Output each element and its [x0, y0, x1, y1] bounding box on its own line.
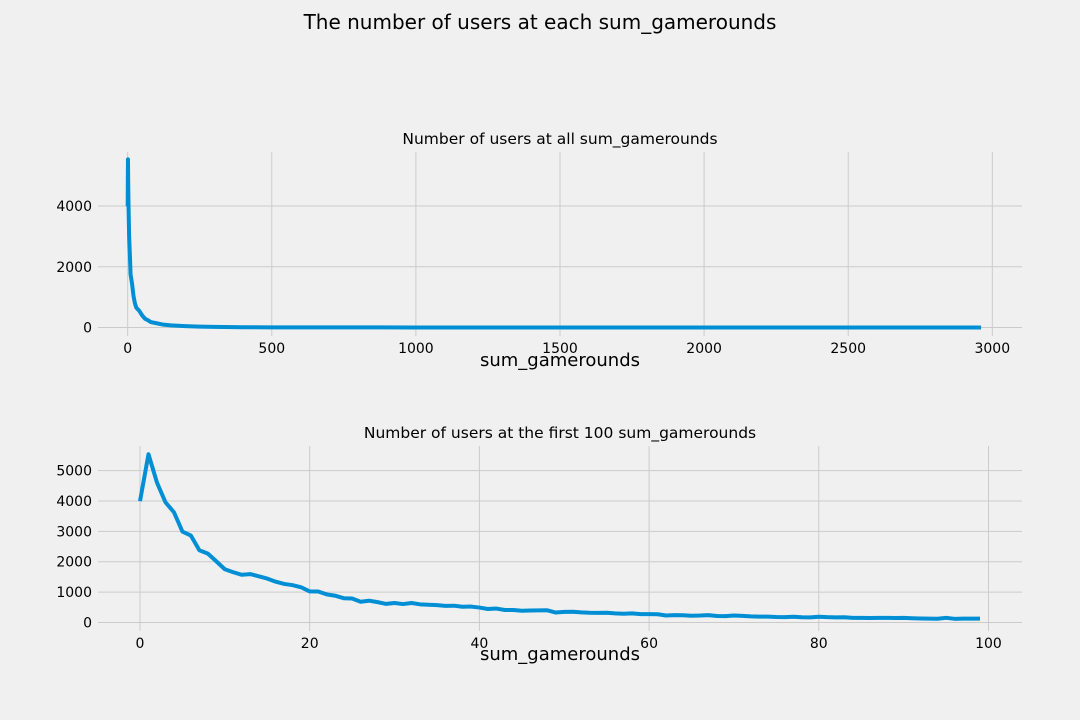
y-tick-label: 2000: [56, 260, 92, 276]
x-tick-label: 2000: [686, 341, 722, 357]
x-tick-label: 2500: [830, 341, 866, 357]
series-line-1: [138, 452, 981, 621]
x-tick-label: 1000: [398, 341, 434, 357]
x-tick-label: 0: [123, 341, 132, 357]
y-tick-label: 3000: [56, 524, 92, 540]
y-tick-label: 4000: [56, 494, 92, 510]
y-tick-label: 1000: [56, 585, 92, 601]
axes-title: Number of users at the first 100 sum_gam…: [364, 424, 756, 443]
y-tick-label: 5000: [56, 464, 92, 480]
axes-title: Number of users at all sum_gamerounds: [402, 130, 717, 149]
x-tick-label: 500: [258, 341, 285, 357]
y-tick-label: 4000: [56, 199, 92, 215]
axes-2: 0 20 40 60 80 100010002000300040005000Number …: [56, 424, 1022, 665]
x-tick-label: 0: [136, 636, 145, 652]
x-tick-label: 100: [975, 636, 1002, 652]
figure-suptitle: The number of users at each sum_gameroun…: [303, 10, 777, 34]
y-tick-label: 0: [83, 615, 92, 631]
axes-1: 0 500 1000 1500 2000 2500 3000 0 2000 4000 Number …: [56, 130, 1022, 371]
x-tick-label: 3000: [974, 341, 1010, 357]
x-axis-label: sum_gamerounds: [480, 350, 640, 371]
x-tick-label: 40: [470, 636, 488, 652]
x-axis-label: sum_gamerounds: [480, 644, 640, 665]
x-tick-label: 80: [810, 636, 828, 652]
x-tick-label: 60: [640, 636, 658, 652]
x-tick-label: 20: [301, 636, 319, 652]
y-tick-label: 0: [83, 320, 92, 336]
x-tick-label: 1500: [542, 341, 578, 357]
y-tick-label: 2000: [56, 555, 92, 571]
series-line-1: [125, 157, 982, 330]
